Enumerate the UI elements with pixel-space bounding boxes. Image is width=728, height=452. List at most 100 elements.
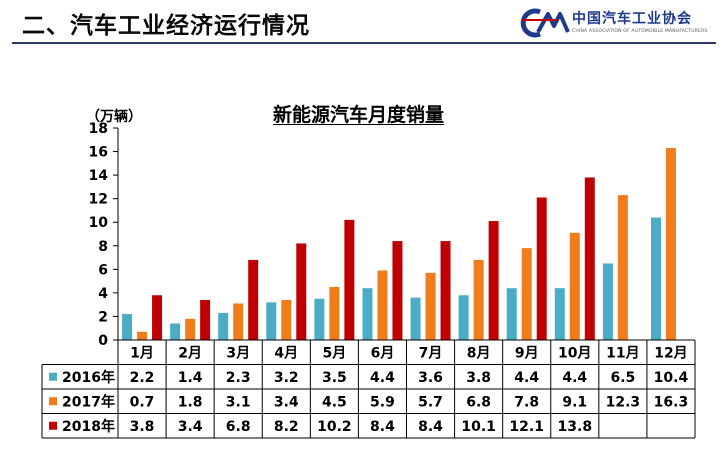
y-tick-label: 18 — [89, 121, 108, 137]
data-label: 8.4 — [418, 419, 443, 435]
y-tick-label: 4 — [98, 286, 108, 302]
chart-title: 新能源汽车月度销量 — [273, 104, 445, 126]
bar-2016年-9月 — [506, 288, 517, 340]
bar-2016年-4月 — [266, 302, 277, 340]
bar-2018年-7月 — [440, 241, 451, 340]
bar-2018年-8月 — [488, 221, 499, 340]
data-label: 3.5 — [322, 370, 347, 386]
data-label: 6.8 — [226, 419, 251, 435]
data-label: 4.4 — [514, 370, 539, 386]
bar-2017年-3月 — [233, 303, 244, 340]
data-label: 1.4 — [178, 370, 203, 386]
bar-2017年-1月 — [137, 331, 148, 340]
y-tick-label: 2 — [98, 309, 108, 325]
bar-2016年-11月 — [602, 263, 613, 340]
data-label: 3.4 — [178, 419, 203, 435]
bar-2016年-1月 — [122, 314, 133, 340]
bar-2018年-6月 — [392, 241, 403, 340]
y-tick-label: 14 — [89, 168, 109, 184]
x-tick-label: 2月 — [178, 345, 202, 361]
x-tick-label: 8月 — [467, 345, 491, 361]
legend-label: 2016年 — [62, 369, 115, 386]
x-tick-label: 11月 — [606, 345, 639, 361]
legend-swatch-2017年 — [49, 397, 57, 406]
y-tick-label: 12 — [89, 192, 108, 208]
bar-2018年-10月 — [584, 177, 595, 340]
bar-2017年-7月 — [425, 272, 436, 340]
data-label: 16.3 — [654, 394, 689, 410]
data-label: 1.8 — [178, 394, 203, 410]
data-label: 4.4 — [370, 370, 395, 386]
bar-2016年-12月 — [650, 217, 661, 340]
y-tick-label: 6 — [98, 262, 108, 278]
y-tick-label: 8 — [98, 239, 108, 255]
bar-2017年-2月 — [185, 318, 196, 340]
x-tick-label: 5月 — [323, 345, 347, 361]
logo-subtitle: CHINA ASSOCIATION OF AUTOMOBILE MANUFACT… — [572, 29, 708, 34]
bar-2016年-6月 — [362, 288, 373, 340]
bar-2018年-4月 — [296, 243, 307, 340]
data-label: 3.2 — [274, 370, 299, 386]
bar-2018年-9月 — [536, 197, 547, 340]
x-tick-label: 3月 — [226, 345, 250, 361]
legend-label: 2017年 — [62, 393, 115, 410]
x-tick-label: 6月 — [371, 345, 395, 361]
page-title: 二、汽车工业经济运行情况 — [22, 13, 310, 39]
data-label: 12.3 — [606, 394, 641, 410]
data-label: 3.8 — [130, 419, 155, 435]
x-tick-label: 10月 — [558, 345, 591, 361]
bar-2017年-5月 — [329, 287, 340, 340]
data-label: 10.1 — [461, 419, 496, 435]
bar-2018年-5月 — [344, 219, 355, 340]
data-label: 3.8 — [466, 370, 491, 386]
data-label: 10.2 — [317, 419, 352, 435]
y-axis-unit: （万辆） — [86, 109, 142, 125]
bar-2018年-2月 — [200, 299, 211, 340]
bar-2016年-8月 — [458, 295, 469, 340]
legend-swatch-2018年 — [49, 421, 57, 430]
legend-swatch-2016年 — [49, 372, 57, 381]
bar-2016年-2月 — [170, 323, 181, 340]
bar-2018年-3月 — [248, 259, 259, 340]
header-divider — [12, 42, 716, 44]
bar-2017年-6月 — [377, 270, 388, 340]
bar-2017年-8月 — [473, 259, 484, 340]
data-label: 5.9 — [370, 394, 395, 410]
data-label: 8.2 — [274, 419, 299, 435]
logo-name: 中国汽车工业协会 — [572, 11, 692, 27]
caam-logo: 中国汽车工业协会 CHINA ASSOCIATION OF AUTOMOBILE… — [518, 6, 724, 40]
data-label: 3.6 — [418, 370, 443, 386]
data-label: 12.1 — [509, 419, 544, 435]
data-label: 10.4 — [654, 370, 689, 386]
bar-2016年-3月 — [218, 312, 229, 340]
y-tick-label: 0 — [98, 333, 108, 349]
data-label: 7.8 — [514, 394, 539, 410]
data-label: 5.7 — [418, 394, 443, 410]
bar-2018年-1月 — [152, 295, 163, 340]
data-label: 4.4 — [562, 370, 587, 386]
bar-2016年-10月 — [554, 288, 565, 340]
data-label: 0.7 — [130, 394, 155, 410]
x-tick-label: 12月 — [654, 345, 687, 361]
data-label: 3.1 — [226, 394, 251, 410]
y-tick-label: 10 — [89, 215, 109, 231]
bar-2017年-9月 — [521, 248, 532, 340]
caam-logo-mark-icon — [520, 8, 570, 38]
data-label: 13.8 — [558, 419, 593, 435]
x-tick-label: 1月 — [130, 345, 154, 361]
data-label: 2.3 — [226, 370, 251, 386]
data-label: 2.2 — [130, 370, 155, 386]
bar-2016年-5月 — [314, 298, 325, 340]
bar-2017年-10月 — [569, 232, 580, 340]
x-tick-label: 4月 — [274, 345, 298, 361]
data-label: 8.4 — [370, 419, 395, 435]
data-label: 6.8 — [466, 394, 491, 410]
legend-label: 2018年 — [62, 418, 115, 435]
bar-2017年-11月 — [617, 195, 628, 340]
data-label: 6.5 — [610, 370, 635, 386]
y-tick-label: 16 — [89, 145, 108, 161]
x-tick-label: 9月 — [515, 345, 539, 361]
data-label: 9.1 — [562, 394, 587, 410]
bar-2016年-7月 — [410, 297, 421, 340]
